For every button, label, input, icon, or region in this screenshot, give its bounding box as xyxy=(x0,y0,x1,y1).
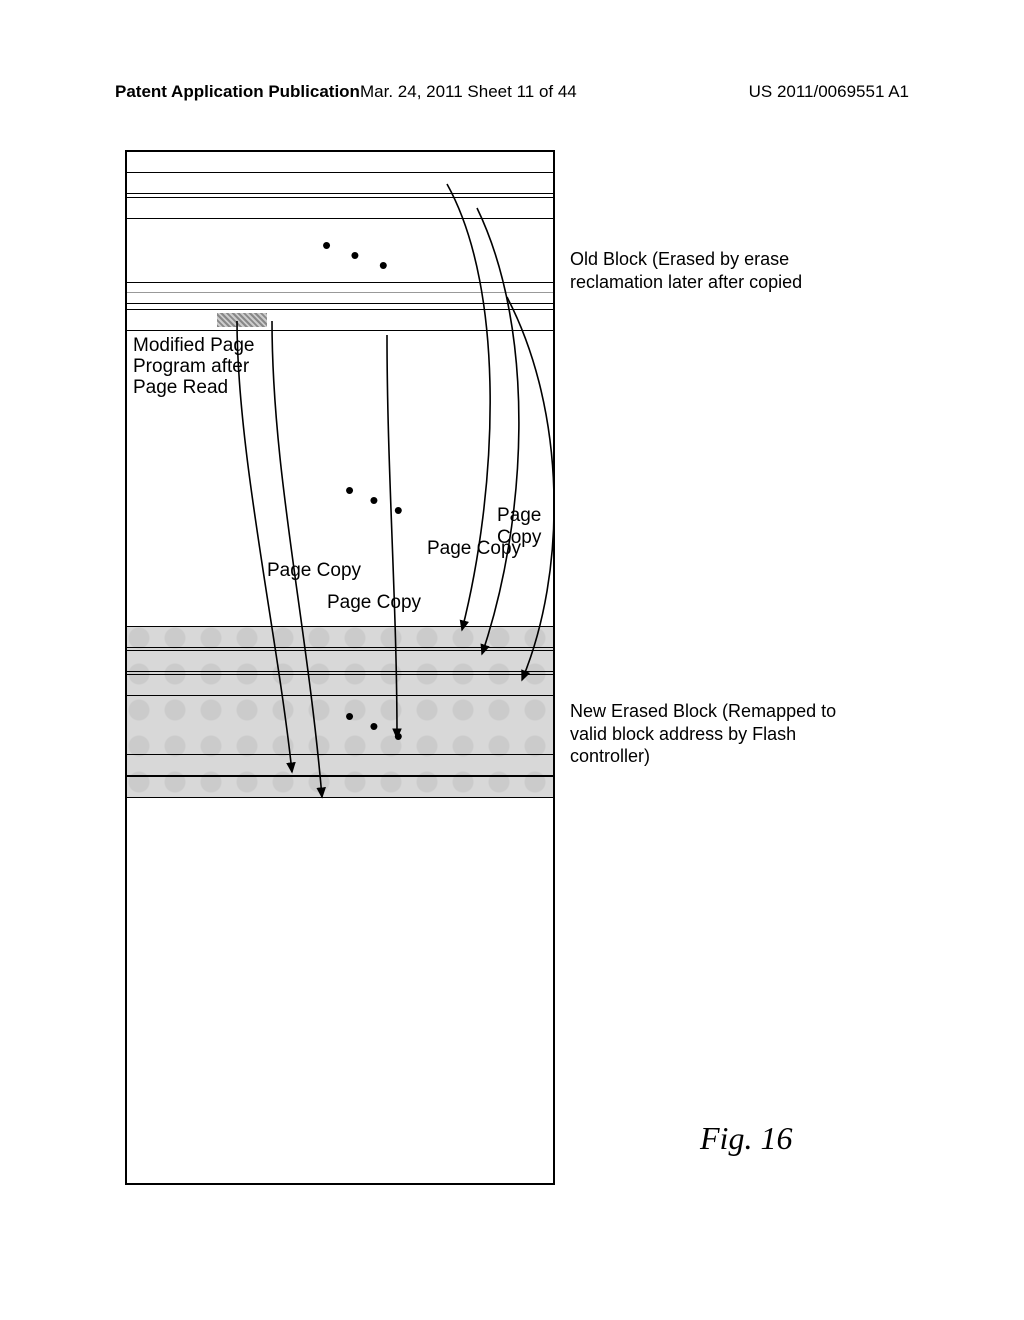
new-erased-block: • • • xyxy=(127,626,553,798)
copy-arrow xyxy=(477,208,519,654)
header-right: US 2011/0069551 A1 xyxy=(749,82,909,102)
dot-icon: • xyxy=(350,240,361,270)
page-header: Patent Application Publication Mar. 24, … xyxy=(0,82,1024,102)
new-block-row xyxy=(127,776,553,798)
label-page-copy: Page Copy xyxy=(497,505,553,549)
dot-icon: • xyxy=(379,250,390,280)
block-diagram: • • • Modified Page Program after Page R… xyxy=(125,150,555,1185)
label-page-copy: Page Copy xyxy=(327,592,421,614)
ellipsis-dots: • • • xyxy=(322,230,374,261)
old-block-row xyxy=(127,282,553,304)
label-page-copy: Page Copy xyxy=(267,560,361,582)
dot-icon: • xyxy=(369,485,378,515)
label-new-block: New Erased Block (Remapped to valid bloc… xyxy=(570,700,850,768)
dot-icon: • xyxy=(322,230,333,260)
ellipsis-dots: • • • xyxy=(345,701,387,732)
dot-icon: • xyxy=(394,495,403,525)
new-block-row xyxy=(127,626,553,648)
marker-segment xyxy=(217,313,267,327)
copy-arrow xyxy=(447,184,490,630)
figure-caption: Fig. 16 xyxy=(700,1120,792,1157)
new-block-row xyxy=(127,674,553,696)
header-left: Patent Application Publication xyxy=(115,82,360,102)
new-block-row xyxy=(127,754,553,776)
label-old-block: Old Block (Erased by erase reclamation l… xyxy=(570,248,830,293)
old-block-row xyxy=(127,172,553,194)
old-block-row xyxy=(127,309,553,331)
ellipsis-dots: • • • xyxy=(345,475,387,506)
dot-icon: • xyxy=(345,701,354,731)
header-center: Mar. 24, 2011 Sheet 11 of 44 xyxy=(360,82,577,102)
modified-text-content: Modified Page Program after Page Read xyxy=(133,336,263,399)
copy-arrow xyxy=(507,297,554,680)
old-block-row xyxy=(127,197,553,219)
new-block-row xyxy=(127,650,553,672)
dot-icon: • xyxy=(369,711,378,741)
label-modified-page: Modified Page Program after Page Read xyxy=(133,336,263,399)
dot-icon: • xyxy=(345,475,354,505)
dot-icon: • xyxy=(394,721,403,751)
